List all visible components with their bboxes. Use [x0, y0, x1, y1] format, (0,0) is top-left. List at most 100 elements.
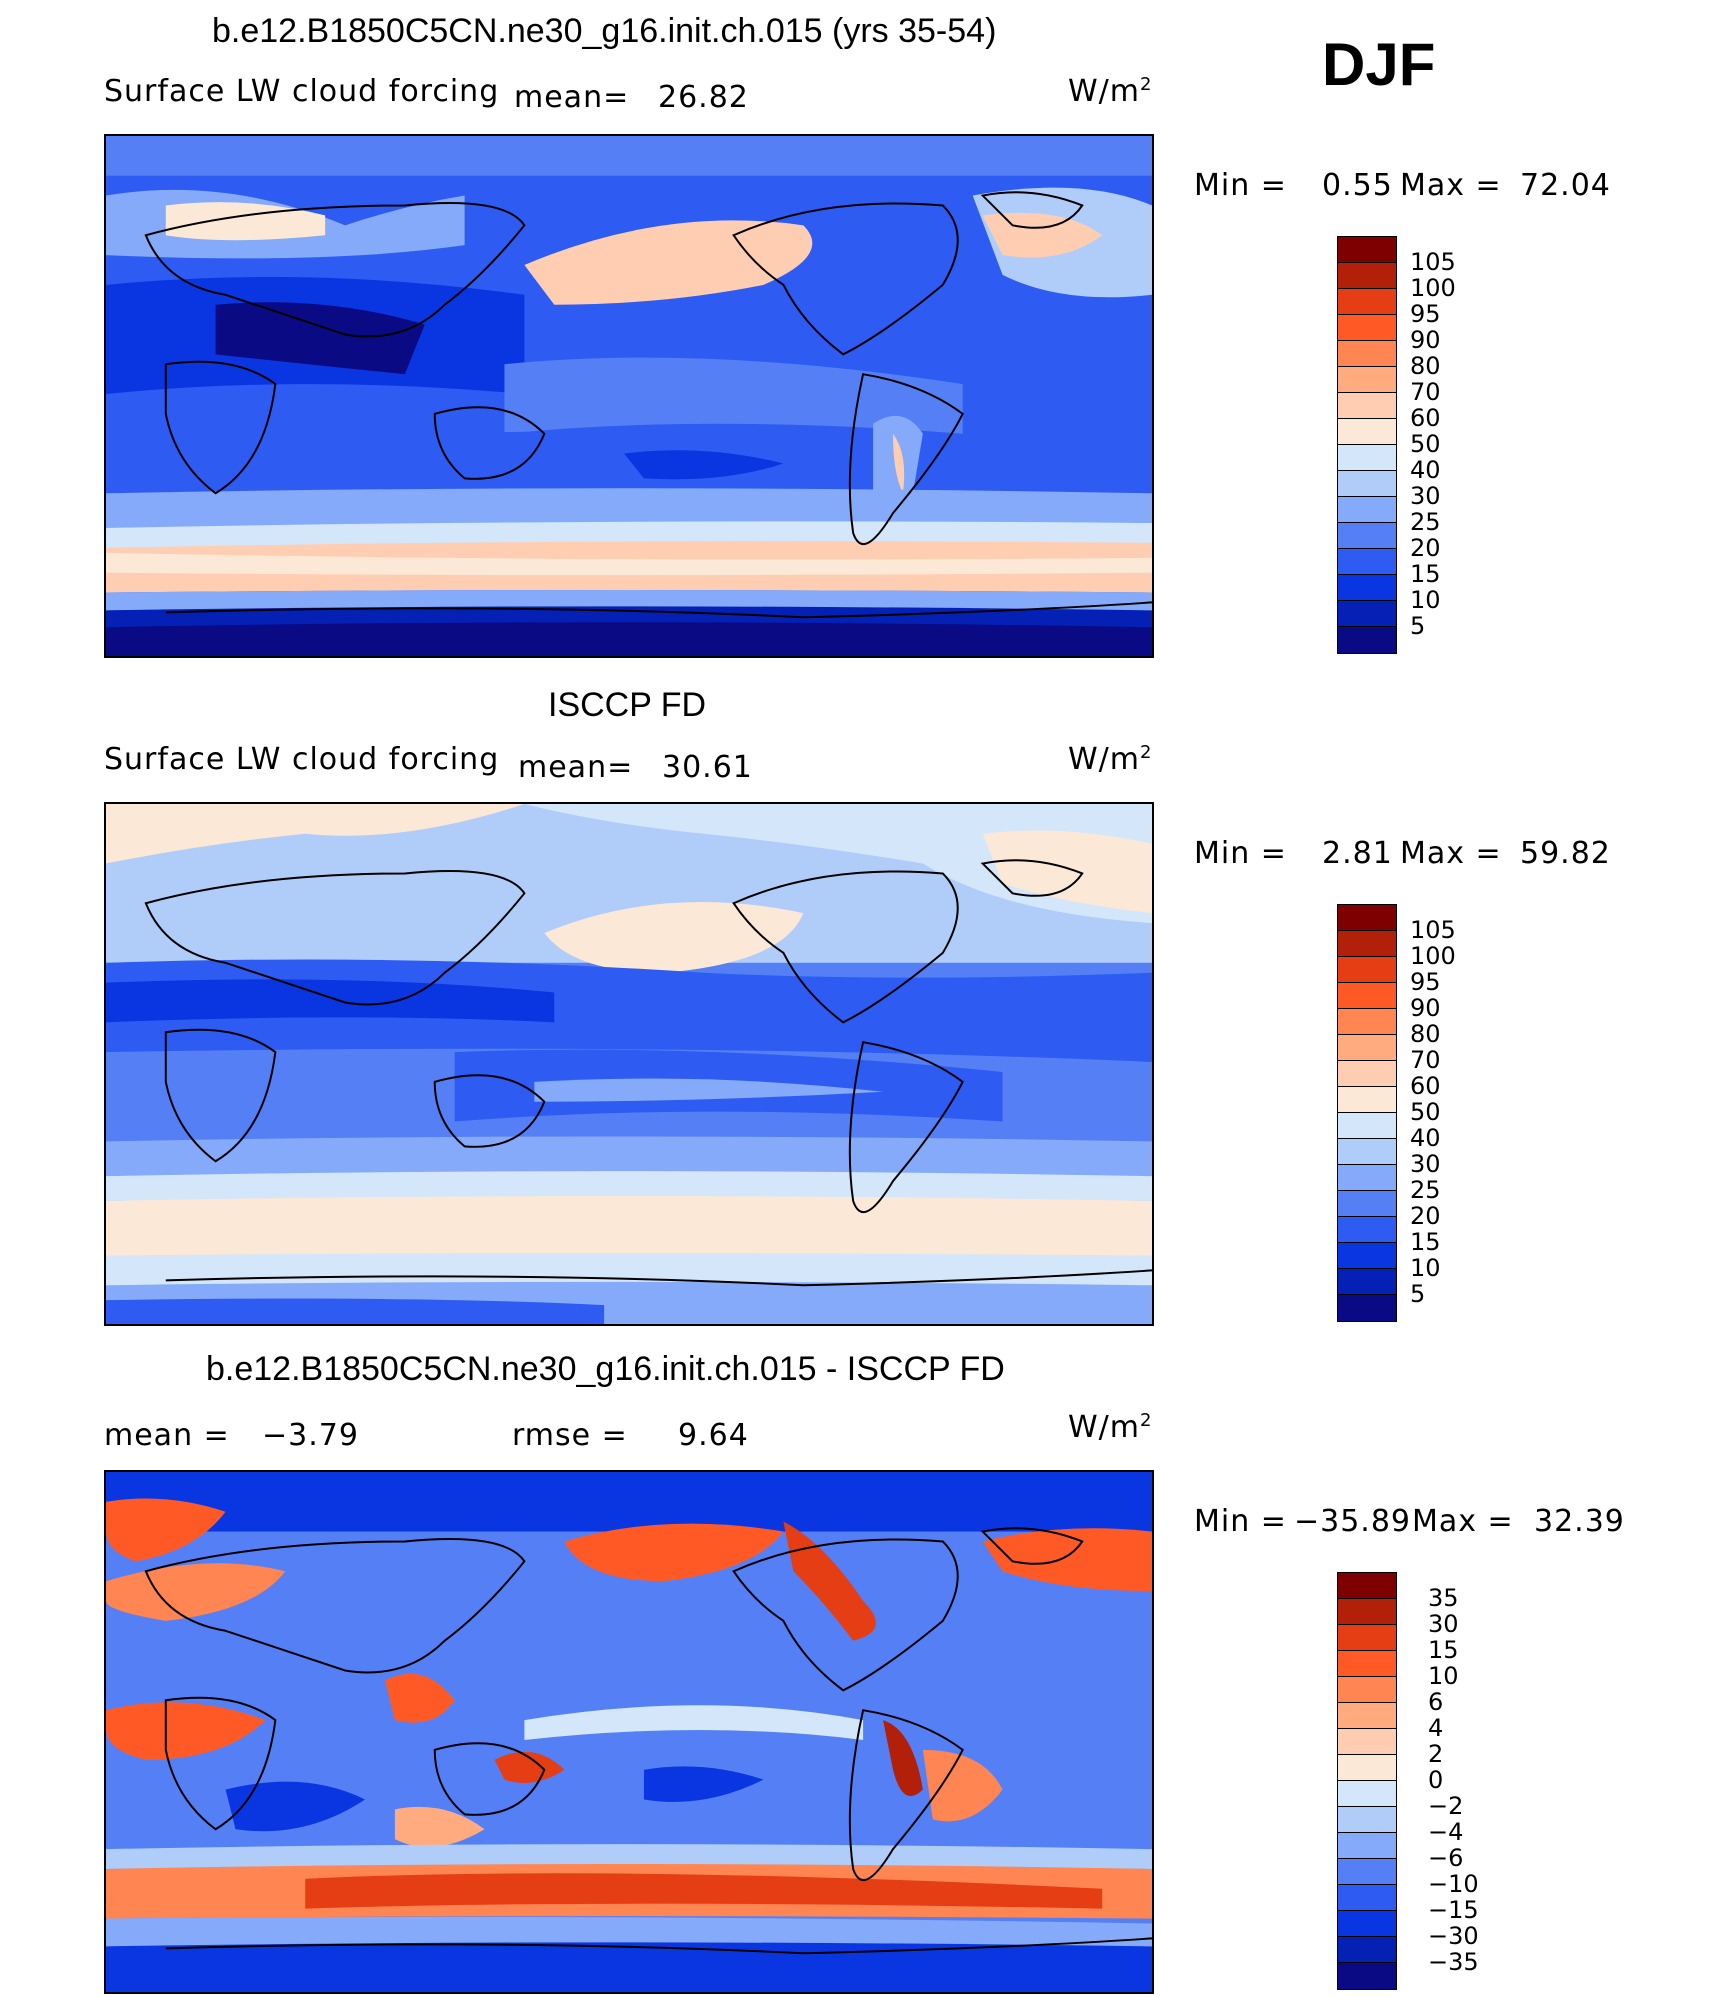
colorbar-tick-label: 15 — [1410, 1228, 1441, 1256]
panel1-mean-label: mean= — [514, 80, 630, 115]
panel3-rmse-label: rmse = — [512, 1418, 628, 1453]
colorbar-segment — [1338, 1035, 1396, 1061]
panel3-rmse-value: 9.64 — [678, 1418, 749, 1453]
colorbar-segment — [1338, 627, 1396, 653]
colorbar-tick-label: 30 — [1428, 1610, 1459, 1638]
colorbar-segment — [1338, 1651, 1396, 1677]
colorbar-segment — [1338, 1807, 1396, 1833]
colorbar-segment — [1338, 983, 1396, 1009]
colorbar-tick-label: 105 — [1410, 248, 1456, 276]
panel1-map — [104, 134, 1154, 658]
colorbar-tick-label: −35 — [1428, 1948, 1479, 1976]
colorbar-tick-label: 30 — [1410, 1150, 1441, 1178]
colorbar-tick-label: 20 — [1410, 534, 1441, 562]
colorbar-segment — [1338, 445, 1396, 471]
colorbar-tick-label: 30 — [1410, 482, 1441, 510]
colorbar-segment — [1338, 1755, 1396, 1781]
panel3-min-label: Min = — [1194, 1504, 1287, 1539]
colorbar-segment — [1338, 1113, 1396, 1139]
colorbar-tick-label: 60 — [1410, 404, 1441, 432]
colorbar-segment — [1338, 905, 1396, 931]
colorbar-segment — [1338, 1139, 1396, 1165]
colorbar-segment — [1338, 1833, 1396, 1859]
panel2-mean-value: 30.61 — [662, 750, 753, 785]
colorbar-segment — [1338, 549, 1396, 575]
colorbar-segment — [1338, 1009, 1396, 1035]
panel1-min-value: 0.55 — [1322, 168, 1393, 203]
colorbar-tick-label: 4 — [1428, 1714, 1444, 1742]
panel3-colorbar — [1337, 1572, 1397, 1990]
colorbar-segment — [1338, 1625, 1396, 1651]
season-label: DJF — [1322, 31, 1436, 98]
panel2-map — [104, 802, 1154, 1326]
colorbar-tick-label: −10 — [1428, 1870, 1479, 1898]
colorbar-tick-label: 100 — [1410, 274, 1456, 302]
colorbar-segment — [1338, 1269, 1396, 1295]
colorbar-segment — [1338, 1217, 1396, 1243]
colorbar-segment — [1338, 1885, 1396, 1911]
colorbar-tick-label: 95 — [1410, 300, 1441, 328]
colorbar-segment — [1338, 1859, 1396, 1885]
panel2-title: ISCCP FD — [548, 686, 707, 724]
colorbar-tick-label: 10 — [1410, 586, 1441, 614]
panel2-min-value: 2.81 — [1322, 836, 1393, 871]
colorbar-tick-label: 25 — [1410, 508, 1441, 536]
panel1-max-label: Max = — [1400, 168, 1502, 203]
colorbar-tick-label: 25 — [1410, 1176, 1441, 1204]
panel2-units: W/m2 — [1068, 742, 1153, 777]
colorbar-segment — [1338, 341, 1396, 367]
colorbar-segment — [1338, 1061, 1396, 1087]
panel1-max-value: 72.04 — [1520, 168, 1611, 203]
colorbar-segment — [1338, 1599, 1396, 1625]
colorbar-segment — [1338, 1729, 1396, 1755]
panel2-min-label: Min = — [1194, 836, 1287, 871]
panel1-variable: Surface LW cloud forcing — [104, 74, 500, 109]
colorbar-segment — [1338, 393, 1396, 419]
colorbar-segment — [1338, 1911, 1396, 1937]
colorbar-tick-label: 50 — [1410, 1098, 1441, 1126]
colorbar-tick-label: 50 — [1410, 430, 1441, 458]
colorbar-segment — [1338, 931, 1396, 957]
colorbar-segment — [1338, 1295, 1396, 1321]
colorbar-tick-label: 95 — [1410, 968, 1441, 996]
colorbar-tick-label: 10 — [1410, 1254, 1441, 1282]
colorbar-tick-label: 70 — [1410, 378, 1441, 406]
colorbar-segment — [1338, 1087, 1396, 1113]
colorbar-tick-label: 90 — [1410, 994, 1441, 1022]
colorbar-segment — [1338, 1165, 1396, 1191]
colorbar-tick-label: 10 — [1428, 1662, 1459, 1690]
colorbar-segment — [1338, 1703, 1396, 1729]
colorbar-tick-label: 35 — [1428, 1584, 1459, 1612]
colorbar-segment — [1338, 367, 1396, 393]
colorbar-segment — [1338, 471, 1396, 497]
colorbar-segment — [1338, 315, 1396, 341]
colorbar-tick-label: 5 — [1410, 612, 1426, 640]
colorbar-segment — [1338, 1191, 1396, 1217]
colorbar-tick-label: 6 — [1428, 1688, 1444, 1716]
colorbar-tick-label: 0 — [1428, 1766, 1444, 1794]
colorbar-segment — [1338, 1937, 1396, 1963]
colorbar-segment — [1338, 263, 1396, 289]
colorbar-tick-label: 70 — [1410, 1046, 1441, 1074]
panel1-colorbar — [1337, 236, 1397, 654]
panel3-min-value: −35.89 — [1294, 1504, 1412, 1539]
colorbar-tick-label: −15 — [1428, 1896, 1479, 1924]
colorbar-tick-label: −6 — [1428, 1844, 1464, 1872]
panel3-max-label: Max = — [1412, 1504, 1514, 1539]
panel3-units: W/m2 — [1068, 1410, 1153, 1445]
colorbar-segment — [1338, 289, 1396, 315]
colorbar-segment — [1338, 1963, 1396, 1989]
panel2-variable: Surface LW cloud forcing — [104, 742, 500, 777]
colorbar-segment — [1338, 601, 1396, 627]
colorbar-tick-label: 100 — [1410, 942, 1456, 970]
panel2-colorbar — [1337, 904, 1397, 1322]
panel1-title: b.e12.B1850C5CN.ne30_g16.init.ch.015 (yr… — [212, 12, 997, 50]
colorbar-tick-label: −2 — [1428, 1792, 1464, 1820]
panel1-units: W/m2 — [1068, 74, 1153, 109]
colorbar-tick-label: 20 — [1410, 1202, 1441, 1230]
colorbar-tick-label: 105 — [1410, 916, 1456, 944]
colorbar-segment — [1338, 237, 1396, 263]
colorbar-tick-label: 80 — [1410, 352, 1441, 380]
panel3-title: b.e12.B1850C5CN.ne30_g16.init.ch.015 - I… — [206, 1350, 1005, 1388]
colorbar-segment — [1338, 523, 1396, 549]
